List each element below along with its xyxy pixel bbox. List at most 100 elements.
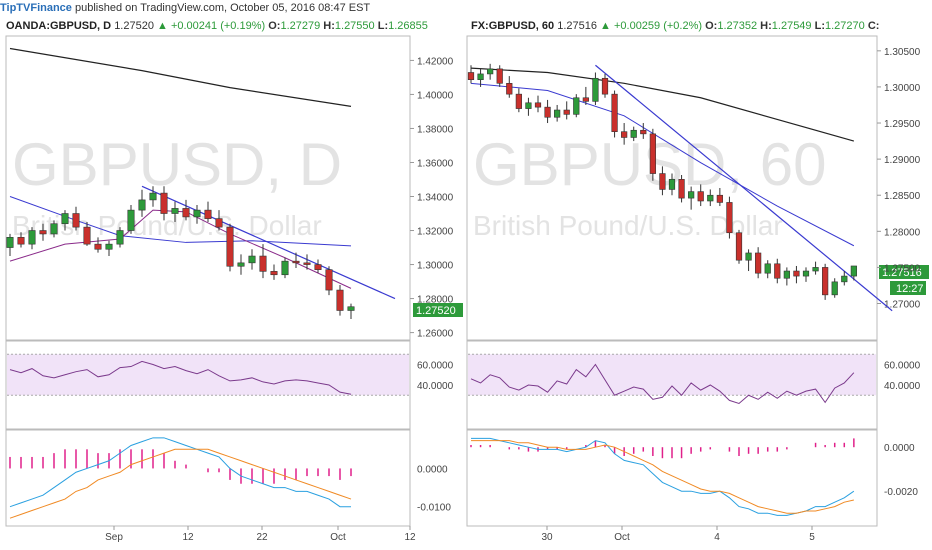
right-price-tick-label: 1.28000 — [884, 227, 921, 238]
left-rsi-pane[interactable] — [5, 340, 411, 430]
right-candle-body — [621, 131, 628, 138]
publish-header: TipTVFinance published on TradingView.co… — [0, 0, 932, 18]
left-low: 1.26855 — [388, 20, 428, 32]
left-x-tick-label: 12 — [182, 532, 194, 543]
left-price-tick-label: 1.40000 — [417, 90, 454, 101]
right-candle-body — [707, 194, 714, 202]
right-candle-body — [726, 202, 733, 234]
right-price-tick-label: 1.30000 — [884, 83, 921, 94]
right-price-tick-label: 1.29000 — [884, 155, 921, 166]
right-macd-tick-label: -0.0020 — [884, 487, 918, 498]
left-price-label: 1.27520 — [416, 305, 456, 317]
right-candle-body — [525, 102, 532, 109]
left-candle-body — [347, 306, 355, 311]
right-candle-body — [678, 179, 685, 199]
left-last-price: 1.27520 — [114, 20, 154, 32]
right-price-tick-label: 1.27500 — [884, 263, 921, 274]
right-price-tick-label: 1.27000 — [884, 300, 921, 311]
left-price-tick-label: 1.30000 — [417, 261, 454, 272]
left-trendline — [141, 185, 396, 300]
left-symbol[interactable]: OANDA:GBPUSD, D — [6, 20, 112, 32]
right-low: 1.27270 — [825, 20, 865, 32]
publisher-link[interactable]: TipTVFinance — [0, 2, 72, 14]
right-ma-long-line — [470, 67, 855, 142]
left-price-tick-label: 1.28000 — [417, 295, 454, 306]
left-open: 1.27279 — [280, 20, 321, 32]
left-candle-body — [259, 255, 267, 272]
right-close-label: C: — [867, 20, 880, 32]
left-macd-line — [9, 437, 351, 508]
left-price-pane[interactable] — [5, 35, 411, 341]
left-candle-body — [204, 209, 212, 219]
left-price-tick-label: 1.32000 — [417, 227, 454, 238]
right-x-tick-label: 5 — [809, 532, 815, 543]
right-candle-body — [611, 93, 618, 132]
right-price-label: 1.27516 — [882, 267, 922, 279]
left-x-tick-label: Oct — [330, 532, 346, 543]
right-candle-body — [802, 270, 810, 277]
right-candle-body — [755, 252, 762, 274]
right-candle-body — [477, 73, 484, 81]
right-candle-body — [592, 77, 599, 102]
left-candle-body — [325, 269, 333, 291]
left-macd-tick-label: -0.0100 — [417, 503, 451, 514]
right-symbol[interactable]: FX:GBPUSD, 60 — [471, 20, 555, 32]
right-macd-pane[interactable] — [466, 429, 878, 527]
left-macd-tick-label: 0.0000 — [417, 464, 448, 475]
right-change: ▲ +0.00259 (+0.2%) — [600, 20, 703, 32]
left-signal-line — [9, 448, 352, 519]
left-candle-body — [6, 237, 14, 248]
right-x-tick-label: 4 — [714, 532, 720, 543]
right-candle-body — [850, 265, 857, 277]
left-price-tick-label: 1.38000 — [417, 124, 454, 135]
right-open: 1.27352 — [717, 20, 758, 32]
left-candle-body — [127, 209, 135, 231]
right-candle-body — [573, 97, 580, 115]
right-candle-body — [640, 129, 647, 135]
left-candle-body — [61, 213, 69, 225]
right-candle-body — [668, 179, 676, 190]
right-high: 1.27549 — [771, 20, 812, 32]
right-rsi-pane[interactable] — [466, 340, 878, 430]
left-candle-body — [138, 199, 146, 211]
left-price-tick-label: 1.36000 — [417, 158, 454, 169]
right-symbol-info: FX:GBPUSD, 60 1.27516 ▲ +0.00259 (+0.2%)… — [471, 18, 932, 34]
right-candle-body — [745, 252, 752, 261]
left-candle-body — [193, 209, 201, 218]
right-candle-body — [831, 281, 838, 296]
right-low-label: L: — [814, 20, 825, 32]
right-macd-line — [471, 437, 855, 516]
left-candle-body — [314, 264, 322, 270]
right-watermark: GBPUSD, 60 — [473, 131, 826, 198]
right-countdown: 12:27 — [896, 283, 924, 295]
right-candle-body — [582, 97, 589, 102]
left-candle-body — [50, 223, 58, 235]
right-high-label: H: — [760, 20, 772, 32]
left-candle-body — [182, 208, 190, 218]
right-price-pane[interactable] — [466, 35, 878, 341]
left-candle-body — [105, 243, 113, 250]
right-candle-body — [764, 263, 771, 274]
left-candle-body — [28, 230, 36, 245]
right-open-label: O: — [705, 20, 718, 32]
left-ma-short-line — [9, 209, 352, 289]
right-candle-body — [793, 270, 800, 277]
publish-info: published on TradingView.com, October 05… — [71, 2, 371, 14]
left-candle-body — [94, 243, 102, 250]
right-candle-body — [783, 270, 790, 279]
right-rsi-line — [470, 363, 855, 405]
right-candle-body — [601, 77, 609, 95]
right-x-tick-label: Oct — [614, 532, 630, 543]
left-candle-body — [237, 262, 245, 267]
right-price-tick-label: 1.28500 — [884, 191, 921, 202]
left-candle-body — [336, 289, 344, 311]
left-price-tick-label: 1.42000 — [417, 56, 454, 67]
right-candle-body — [487, 68, 494, 75]
right-candle-body — [659, 173, 666, 190]
left-ma-long-line — [9, 47, 352, 107]
left-watermark-sub: British Pound/U.S. Dollar — [12, 210, 322, 241]
left-macd-pane[interactable] — [5, 429, 411, 527]
left-symbol-info: OANDA:GBPUSD, D 1.27520 ▲ +0.00241 (+0.1… — [6, 18, 428, 34]
right-candle-body — [467, 72, 475, 81]
